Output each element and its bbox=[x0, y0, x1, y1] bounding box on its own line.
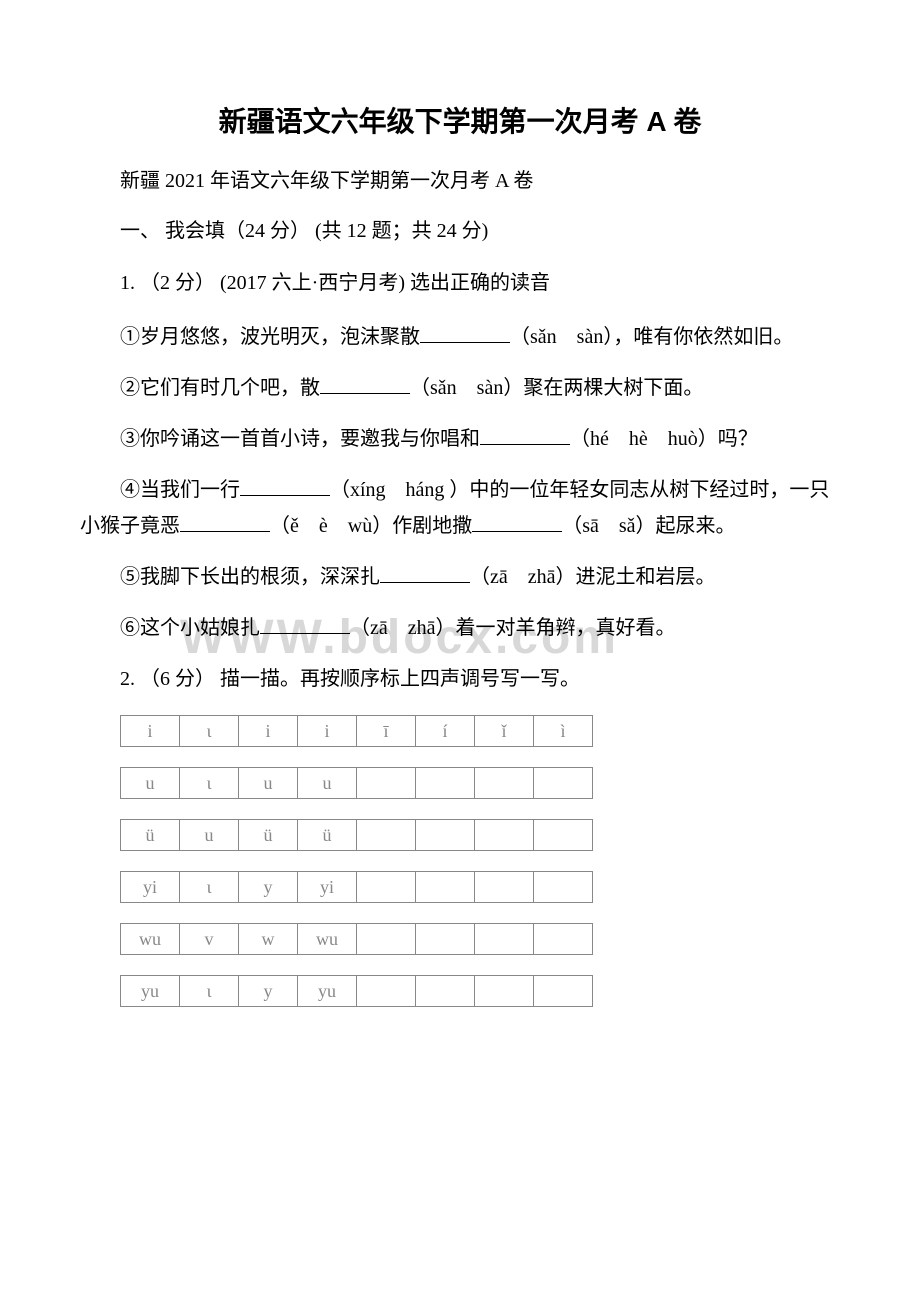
grid-cell[interactable] bbox=[474, 923, 534, 955]
grid-cell[interactable]: ī bbox=[356, 715, 416, 747]
grid-cell[interactable] bbox=[533, 923, 593, 955]
q1-item6-post: （zā zhā）着一对羊角辫，真好看。 bbox=[350, 617, 676, 639]
grid-cell[interactable]: yu bbox=[297, 975, 357, 1007]
blank-fill[interactable] bbox=[320, 374, 410, 394]
question-1-item-5: ⑤我脚下长出的根须，深深扎 （zā zhā）进泥土和岩层。 bbox=[80, 559, 840, 595]
grid-cell[interactable]: ü bbox=[120, 819, 180, 851]
grid-cell[interactable]: u bbox=[297, 767, 357, 799]
q1-item1-pre: ①岁月悠悠，波光明灭，泡沫聚散 bbox=[120, 326, 420, 348]
grid-cell[interactable]: wu bbox=[120, 923, 180, 955]
document-content: 新疆语文六年级下学期第一次月考 A 卷 新疆 2021 年语文六年级下学期第一次… bbox=[80, 100, 840, 1007]
grid-row: iιiiīíǐì bbox=[120, 715, 840, 747]
grid-cell[interactable] bbox=[474, 819, 534, 851]
q1-item6-pre: ⑥这个小姑娘扎 bbox=[120, 617, 260, 639]
q1-item1-post: （sǎn sàn），唯有你依然如旧。 bbox=[510, 326, 793, 348]
grid-cell[interactable] bbox=[415, 871, 475, 903]
question-1-intro: 1. （2 分） (2017 六上·西宁月考) 选出正确的读音 bbox=[80, 265, 840, 301]
grid-row: üuüü bbox=[120, 819, 840, 851]
blank-fill[interactable] bbox=[472, 512, 562, 532]
grid-cell[interactable] bbox=[533, 819, 593, 851]
grid-cell[interactable]: yu bbox=[120, 975, 180, 1007]
q1-item5-post: （zā zhā）进泥土和岩层。 bbox=[470, 566, 716, 588]
grid-cell[interactable]: ι bbox=[179, 715, 239, 747]
grid-cell[interactable]: yi bbox=[297, 871, 357, 903]
grid-cell[interactable]: ü bbox=[238, 819, 298, 851]
q1-item3-post: （hé hè huò）吗？ bbox=[570, 428, 758, 450]
q1-item5-pre: ⑤我脚下长出的根须，深深扎 bbox=[120, 566, 380, 588]
grid-row: yuιyyu bbox=[120, 975, 840, 1007]
subtitle: 新疆 2021 年语文六年级下学期第一次月考 A 卷 bbox=[80, 165, 840, 197]
grid-cell[interactable] bbox=[533, 767, 593, 799]
grid-cell[interactable]: ι bbox=[179, 975, 239, 1007]
grid-cell[interactable] bbox=[474, 871, 534, 903]
question-2-intro: 2. （6 分） 描一描。再按顺序标上四声调号写一写。 bbox=[80, 661, 840, 697]
grid-cell[interactable] bbox=[474, 975, 534, 1007]
q1-item2-pre: ②它们有时几个吧，散 bbox=[120, 377, 320, 399]
grid-cell[interactable]: ι bbox=[179, 871, 239, 903]
q1-item3-pre: ③你吟诵这一首首小诗，要邀我与你唱和 bbox=[120, 428, 480, 450]
blank-fill[interactable] bbox=[180, 512, 270, 532]
grid-cell[interactable] bbox=[415, 923, 475, 955]
pinyin-grid: iιiiīíǐìuιuuüuüüyiιyyiwuvwwuyuιyyu bbox=[120, 715, 840, 1007]
grid-cell[interactable] bbox=[415, 819, 475, 851]
blank-fill[interactable] bbox=[480, 425, 570, 445]
section-header: 一、 我会填（24 分） (共 12 题；共 24 分) bbox=[80, 215, 840, 247]
question-1-item-6: ⑥这个小姑娘扎 （zā zhā）着一对羊角辫，真好看。 bbox=[80, 610, 840, 646]
q1-item4-mid2: （ě è wù）作剧地撒 bbox=[270, 515, 472, 537]
q1-item4-post: （sā sǎ）起尿来。 bbox=[562, 515, 735, 537]
blank-fill[interactable] bbox=[380, 563, 470, 583]
grid-cell[interactable]: v bbox=[179, 923, 239, 955]
grid-cell[interactable]: ü bbox=[297, 819, 357, 851]
grid-cell[interactable] bbox=[533, 975, 593, 1007]
grid-cell[interactable]: ǐ bbox=[474, 715, 534, 747]
grid-cell[interactable] bbox=[356, 871, 416, 903]
question-1-item-1: ①岁月悠悠，波光明灭，泡沫聚散 （sǎn sàn），唯有你依然如旧。 bbox=[80, 319, 840, 355]
grid-cell[interactable]: yi bbox=[120, 871, 180, 903]
grid-cell[interactable] bbox=[415, 767, 475, 799]
grid-cell[interactable]: y bbox=[238, 871, 298, 903]
blank-fill[interactable] bbox=[420, 323, 510, 343]
grid-row: uιuu bbox=[120, 767, 840, 799]
q1-item2-post: （sǎn sàn）聚在两棵大树下面。 bbox=[410, 377, 703, 399]
grid-cell[interactable]: y bbox=[238, 975, 298, 1007]
grid-row: yiιyyi bbox=[120, 871, 840, 903]
grid-cell[interactable] bbox=[415, 975, 475, 1007]
grid-cell[interactable]: u bbox=[120, 767, 180, 799]
grid-cell[interactable]: i bbox=[120, 715, 180, 747]
grid-cell[interactable]: í bbox=[415, 715, 475, 747]
grid-cell[interactable]: i bbox=[238, 715, 298, 747]
grid-cell[interactable]: ì bbox=[533, 715, 593, 747]
grid-cell[interactable]: i bbox=[297, 715, 357, 747]
grid-cell[interactable] bbox=[474, 767, 534, 799]
q1-item4-pre: ④当我们一行 bbox=[120, 479, 240, 501]
grid-row: wuvwwu bbox=[120, 923, 840, 955]
grid-cell[interactable] bbox=[356, 923, 416, 955]
question-1-item-4: ④当我们一行（xíng háng ）中的一位年轻女同志从树下经过时，一只小猴子竟… bbox=[80, 472, 840, 544]
grid-cell[interactable]: ι bbox=[179, 767, 239, 799]
grid-cell[interactable] bbox=[356, 819, 416, 851]
blank-fill[interactable] bbox=[240, 476, 330, 496]
grid-cell[interactable]: w bbox=[238, 923, 298, 955]
question-1-item-3: ③你吟诵这一首首小诗，要邀我与你唱和 （hé hè huò）吗？ bbox=[80, 421, 840, 457]
question-1-item-2: ②它们有时几个吧，散 （sǎn sàn）聚在两棵大树下面。 bbox=[80, 370, 840, 406]
grid-cell[interactable] bbox=[356, 975, 416, 1007]
grid-cell[interactable] bbox=[533, 871, 593, 903]
grid-cell[interactable]: wu bbox=[297, 923, 357, 955]
grid-cell[interactable] bbox=[356, 767, 416, 799]
page-title: 新疆语文六年级下学期第一次月考 A 卷 bbox=[80, 100, 840, 140]
blank-fill[interactable] bbox=[260, 614, 350, 634]
grid-cell[interactable]: u bbox=[179, 819, 239, 851]
grid-cell[interactable]: u bbox=[238, 767, 298, 799]
